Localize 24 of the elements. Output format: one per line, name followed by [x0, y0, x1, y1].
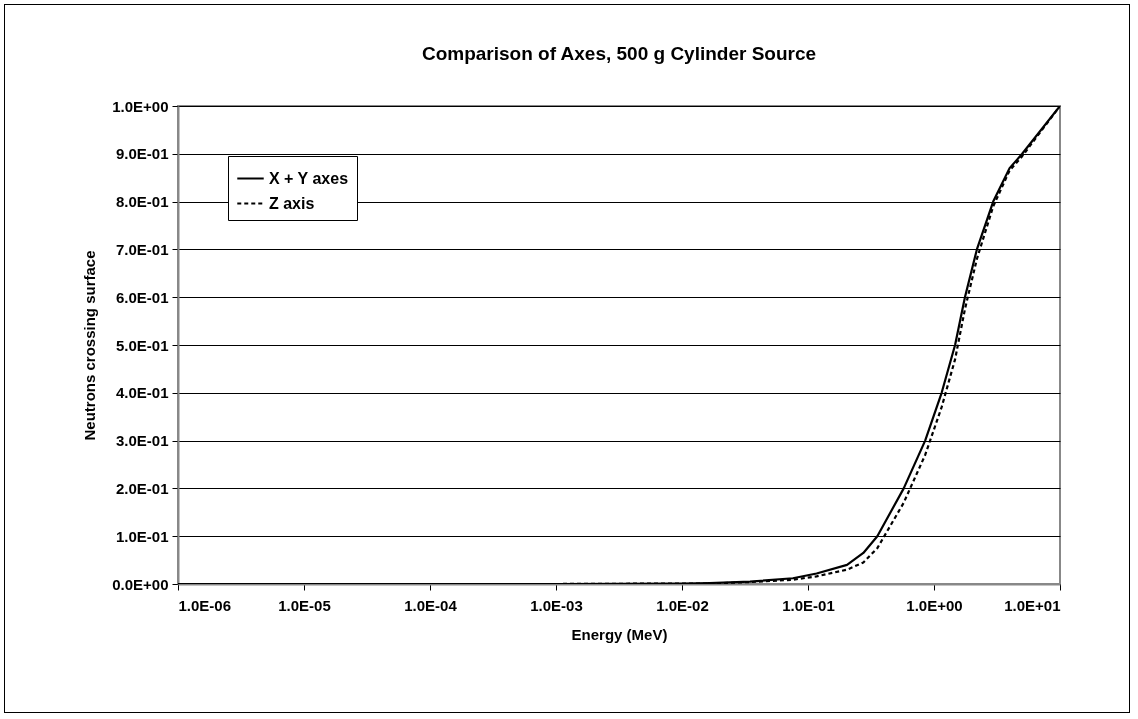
y-tick-label: 5.0E-01 [115, 336, 169, 354]
chart-title: Comparison of Axes, 500 g Cylinder Source [421, 43, 817, 64]
y-tick-label: 6.0E-01 [115, 288, 169, 306]
y-tick-label: 3.0E-01 [115, 432, 169, 450]
x-tick-label: 1.0E-03 [530, 596, 583, 614]
x-tick-label: 1.0E-02 [656, 596, 709, 614]
y-tick-label: 7.0E-01 [115, 240, 169, 258]
y-tick-label: 0.0E+00 [112, 575, 169, 593]
x-tick-label: 1.0E-06 [178, 596, 232, 614]
y-tick-label: 2.0E-01 [115, 479, 169, 497]
x-tick-label: 1.0E-04 [404, 596, 458, 614]
x-tick-label: 1.0E-01 [782, 596, 835, 614]
x-axis-title: Energy (MeV) [571, 625, 668, 643]
x-tick-label: 1.0E-05 [278, 596, 331, 614]
y-axis-title: Neutrons crossing surface [81, 250, 99, 441]
x-tick-label: 1.0E+01 [1004, 596, 1061, 614]
x-tick-label: 1.0E+00 [906, 596, 963, 614]
y-tick-label: 8.0E-01 [115, 193, 169, 211]
y-tick-label: 1.0E-01 [115, 527, 169, 545]
y-tick-label: 4.0E-01 [115, 384, 169, 402]
y-tick-label: 9.0E-01 [115, 145, 169, 163]
y-tick-label: 1.0E+00 [112, 97, 169, 115]
legend-label: Z axis [269, 194, 315, 212]
legend-label: X + Y axes [269, 169, 349, 187]
